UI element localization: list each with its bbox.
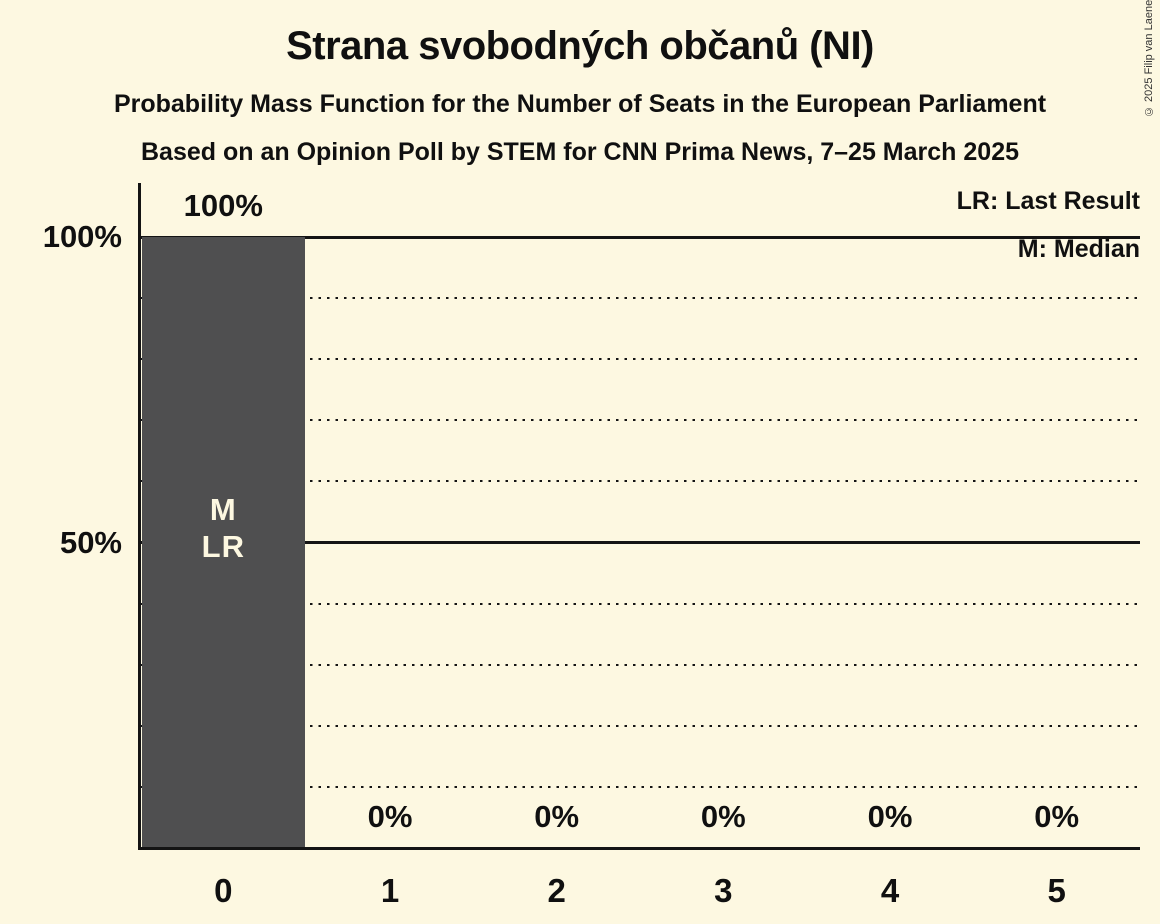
- probability-bar: [141, 237, 306, 847]
- solid-gridline: [140, 235, 1140, 239]
- bar-value-label: 0%: [367, 799, 413, 834]
- chart-source-line: Based on an Opinion Poll by STEM for CNN…: [140, 138, 1019, 166]
- median-last-result-marker: M LR: [201, 491, 245, 564]
- bar-value-label: 0%: [534, 799, 580, 834]
- bar-value-label: 0%: [1034, 799, 1080, 834]
- dotted-gridline: [140, 724, 1140, 727]
- bar-value-label: 100%: [183, 188, 263, 223]
- x-axis-tick-label: 5: [1047, 872, 1066, 909]
- y-axis-tick-label: 50%: [59, 524, 122, 560]
- y-axis-line: [138, 183, 141, 850]
- dotted-gridline: [140, 358, 1140, 361]
- dotted-gridline: [140, 297, 1140, 300]
- dotted-gridline: [140, 419, 1140, 422]
- chart-title: Strana svobodných občanů (NI): [286, 24, 874, 68]
- x-axis-tick-label: 1: [380, 872, 400, 909]
- x-axis-line: [138, 847, 1140, 850]
- x-axis-tick-label: 4: [880, 872, 900, 909]
- solid-gridline: [140, 541, 1140, 544]
- legend-median: M: Median: [1017, 235, 1140, 263]
- dotted-gridline: [140, 602, 1140, 605]
- x-axis-tick-label: 2: [547, 872, 566, 909]
- dotted-gridline: [140, 785, 1140, 788]
- legend-last-result: LR: Last Result: [956, 187, 1140, 215]
- dotted-gridline: [140, 663, 1140, 666]
- bar-value-label: 0%: [700, 799, 746, 834]
- y-axis-tick-label: 100%: [42, 219, 122, 254]
- bar-value-label: 0%: [867, 799, 913, 834]
- x-axis-tick-label: 0: [214, 872, 233, 909]
- x-axis-tick-label: 3: [714, 872, 733, 909]
- chart-subtitle: Probability Mass Function for the Number…: [113, 90, 1047, 118]
- dotted-gridline: [140, 480, 1140, 483]
